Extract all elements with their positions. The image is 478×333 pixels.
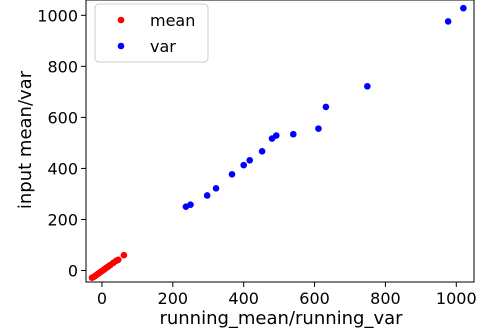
plot-frame (85, 0, 475, 283)
legend-label-mean: mean (150, 11, 195, 30)
data-points (88, 4, 467, 281)
data-point-var (228, 171, 236, 178)
data-point-var (272, 132, 280, 139)
y-tick-label: 400 (47, 159, 78, 178)
data-point-var (203, 192, 211, 199)
data-point-var (240, 161, 247, 169)
x-tick-label: 400 (228, 289, 259, 308)
legend-marker-mean (117, 16, 125, 24)
x-tick-label: 1000 (436, 289, 477, 308)
data-point-var (258, 148, 266, 155)
y-tick-label: 200 (47, 210, 78, 229)
data-point-mean (114, 256, 122, 264)
data-point-var (460, 4, 467, 12)
data-point-var (315, 125, 322, 132)
data-point-var (187, 201, 194, 208)
data-point-var (322, 103, 330, 111)
x-axis-ticks: 0 200 400 600 800 1000 (97, 282, 477, 308)
legend-marker-var (117, 42, 125, 50)
y-axis-ticks: 0 200 400 600 800 1000 (37, 6, 86, 281)
x-tick-label: 600 (299, 289, 330, 308)
series-var (182, 4, 467, 211)
y-tick-label: 600 (47, 108, 78, 127)
data-point-var (444, 18, 452, 25)
legend-label-var: var (150, 37, 176, 56)
data-point-var (246, 156, 254, 164)
x-tick-label: 200 (158, 289, 189, 308)
x-tick-label: 800 (370, 289, 401, 308)
data-point-var (212, 185, 220, 192)
data-point-var (289, 130, 297, 138)
data-point-mean (120, 251, 128, 259)
y-tick-label: 800 (47, 57, 78, 76)
legend: mean var (94, 3, 209, 63)
y-tick-label: 0 (68, 262, 78, 281)
y-tick-label: 1000 (37, 6, 78, 25)
series-mean (88, 251, 128, 281)
data-point-var (364, 82, 371, 90)
x-axis-label: running_mean/running_var (159, 308, 403, 329)
x-tick-label: 0 (97, 289, 107, 308)
y-axis-label: input mean/var (15, 70, 36, 209)
plot-area (85, 0, 475, 283)
